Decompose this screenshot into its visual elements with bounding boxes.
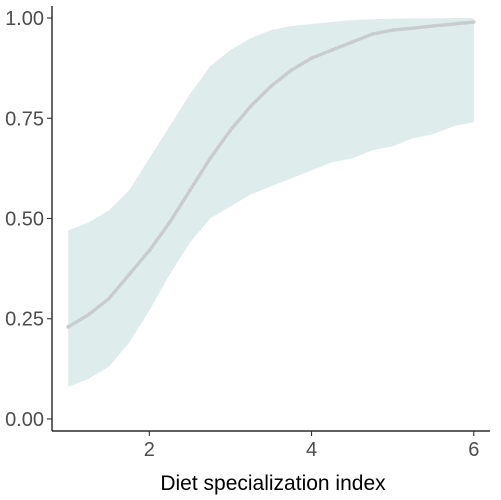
y-tick-label: 1.00 bbox=[5, 8, 44, 30]
fit-point bbox=[309, 56, 314, 60]
x-axis-title: Diet specialization index bbox=[160, 472, 386, 495]
fit-point bbox=[66, 325, 70, 329]
fit-point bbox=[248, 104, 253, 108]
fit-point bbox=[370, 32, 375, 36]
fit-point bbox=[431, 24, 436, 28]
fit-point bbox=[472, 20, 476, 24]
x-tick-label: 6 bbox=[468, 439, 479, 461]
fit-point bbox=[228, 128, 233, 133]
y-tick-label: 0.25 bbox=[5, 309, 44, 331]
fit-point bbox=[167, 220, 172, 225]
fit-point bbox=[107, 296, 111, 301]
fit-point bbox=[269, 84, 273, 88]
y-tick-label: 0.00 bbox=[5, 409, 44, 431]
fit-point bbox=[451, 22, 456, 26]
y-tick-label: 0.75 bbox=[5, 108, 44, 130]
fit-point bbox=[86, 312, 91, 317]
tick-layer: 0.00 0.25 0.50 0.75 1.00 2 4 6 bbox=[5, 8, 479, 461]
fit-point bbox=[350, 40, 354, 44]
fit-point bbox=[330, 48, 334, 52]
fit-point bbox=[411, 26, 415, 30]
x-tick-label: 4 bbox=[306, 439, 317, 461]
fit-point bbox=[208, 156, 212, 161]
fit-point bbox=[147, 248, 152, 253]
fit-point bbox=[127, 272, 131, 277]
x-tick-label: 2 bbox=[144, 439, 155, 461]
fit-point bbox=[390, 28, 395, 32]
confidence-band-layer bbox=[68, 18, 474, 387]
confidence-band bbox=[68, 18, 474, 387]
fit-line-layer bbox=[66, 20, 476, 329]
fit-point bbox=[289, 68, 294, 72]
fit-point bbox=[188, 188, 192, 193]
y-tick-label: 0.50 bbox=[5, 209, 44, 231]
